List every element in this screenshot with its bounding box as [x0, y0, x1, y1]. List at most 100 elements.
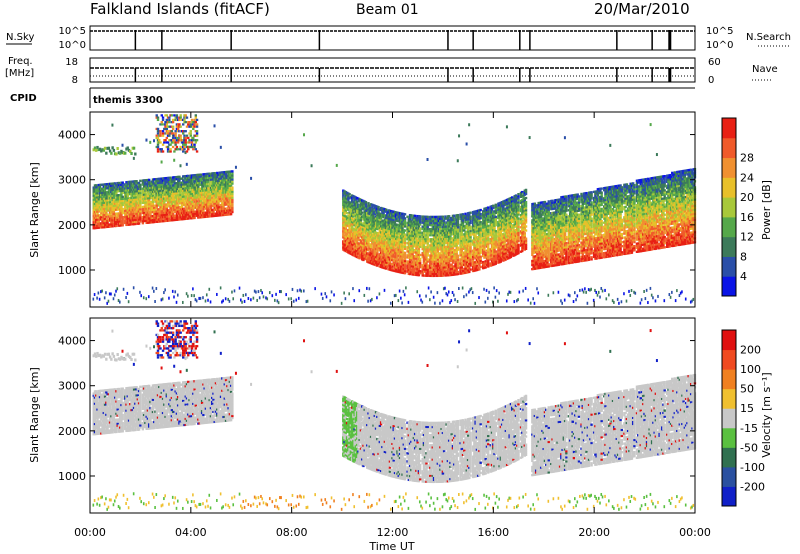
- power-cell: [139, 214, 141, 216]
- power-cell: [104, 296, 106, 299]
- freq-tick-top: 18: [65, 57, 78, 68]
- power-cell: [202, 208, 204, 210]
- power-cell: [98, 210, 100, 212]
- power-cell: [176, 301, 178, 304]
- power-cell: [205, 299, 207, 302]
- power-cell: [122, 218, 124, 220]
- power-cell: [111, 225, 113, 227]
- power-cell: [122, 212, 124, 214]
- power-cell: [122, 200, 124, 202]
- power-cell: [164, 288, 166, 291]
- power-cell: [193, 217, 195, 219]
- power-cell: [206, 293, 208, 296]
- power-cell: [122, 224, 124, 226]
- freq-label-line1: Freq.: [8, 56, 33, 67]
- power-cell: [187, 295, 189, 298]
- nsearch-tick-top: 10^5: [706, 26, 733, 37]
- power-cell: [173, 295, 175, 298]
- superdarn-summary-plot: Falkland Islands (fitACF) Beam 01 20/Mar…: [0, 0, 800, 554]
- power-cell: [177, 294, 179, 297]
- power-cell: [148, 295, 150, 298]
- freq-tick-bottom: 8: [72, 75, 78, 86]
- power-cell: [139, 184, 141, 186]
- nsky-trace: [90, 30, 695, 50]
- power-cell: [115, 223, 117, 225]
- power-cell: [145, 297, 147, 300]
- power-cell: [119, 301, 121, 304]
- power-cell: [182, 301, 184, 304]
- power-cell: [122, 181, 124, 183]
- power-cell: [162, 297, 164, 300]
- power-cell: [96, 192, 98, 194]
- power-cell: [168, 297, 170, 300]
- power-cell: [111, 124, 113, 127]
- power-cell: [122, 220, 124, 222]
- power-cell: [134, 223, 136, 225]
- power-cell: [145, 139, 147, 142]
- nave-label: Nave: [752, 64, 778, 75]
- power-cell: [139, 186, 141, 188]
- power-cell: [94, 293, 96, 296]
- nsearch-tick-bottom: 10^0: [706, 40, 733, 51]
- power-cell: [139, 196, 141, 198]
- power-cell: [122, 222, 124, 224]
- power-cell: [153, 221, 155, 223]
- power-cell: [154, 300, 156, 303]
- power-cell: [186, 163, 188, 166]
- power-cell: [138, 222, 140, 224]
- cpid-value: themis 3300: [93, 95, 163, 106]
- power-cell: [125, 296, 127, 299]
- power-cell: [152, 201, 154, 203]
- power-cell: [140, 294, 142, 297]
- power-cell: [200, 173, 202, 175]
- power-cell: [142, 222, 144, 224]
- power-cell: [139, 210, 141, 212]
- power-cell: [139, 188, 141, 190]
- freq-label-line2: [MHz]: [5, 68, 34, 79]
- power-cell: [116, 287, 118, 290]
- power-cell: [152, 193, 154, 195]
- power-cell: [139, 208, 141, 210]
- power-cell: [127, 195, 129, 197]
- power-cell: [115, 225, 117, 227]
- date-title: 20/Mar/2010: [594, 0, 690, 18]
- power-cell: [108, 300, 110, 303]
- nsky-label: N.Sky: [6, 32, 34, 43]
- power-cell: [187, 217, 189, 219]
- power-cell: [99, 298, 101, 301]
- power-cell: [200, 297, 202, 300]
- power-cell: [166, 205, 168, 207]
- power-cell: [96, 297, 98, 300]
- power-cell: [110, 292, 112, 295]
- power-cell: [206, 211, 208, 213]
- plot-canvas: Falkland Islands (fitACF) Beam 01 20/Mar…: [0, 0, 800, 554]
- power-cell: [128, 300, 130, 303]
- power-cell: [113, 197, 115, 199]
- nave-tick-top: 60: [708, 57, 721, 68]
- power-cell: [122, 183, 124, 185]
- power-cell: [134, 221, 136, 223]
- power-cell: [101, 289, 103, 292]
- power-cell: [122, 186, 124, 188]
- power-cell: [122, 198, 124, 200]
- power-cell: [109, 199, 111, 201]
- power-cell: [192, 287, 194, 290]
- power-cell: [173, 159, 175, 162]
- power-cell: [122, 204, 124, 206]
- power-cell: [122, 188, 124, 190]
- power-cell: [177, 184, 179, 186]
- station-title: Falkland Islands (fitACF): [90, 0, 270, 18]
- power-cell: [122, 196, 124, 198]
- nsky-tick-top: 10^5: [59, 26, 86, 37]
- power-cell: [179, 164, 181, 167]
- power-cell: [114, 294, 116, 297]
- power-cell: [139, 216, 141, 218]
- power-cell: [122, 216, 124, 218]
- nsearch-label: N.Search: [746, 32, 791, 43]
- power-cell: [122, 202, 124, 204]
- power-cell: [113, 297, 115, 300]
- power-cell: [139, 198, 141, 200]
- power-cell: [133, 286, 135, 289]
- power-cell: [161, 161, 163, 164]
- power-cell: [139, 192, 141, 194]
